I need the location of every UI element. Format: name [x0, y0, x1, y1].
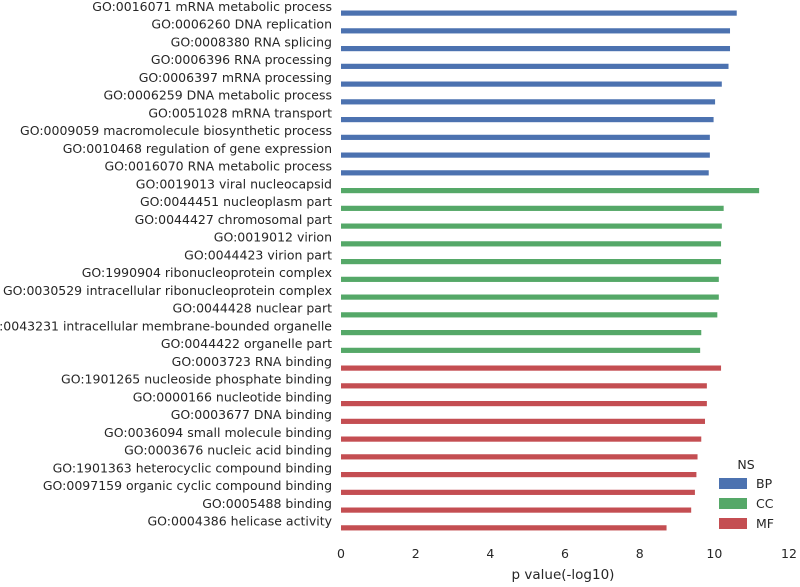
category-label: GO:0044427 chromosomal part [135, 212, 332, 227]
category-label: GO:0003723 RNA binding [172, 354, 332, 369]
x-tick-label: 8 [636, 546, 644, 561]
category-label: GO:0010468 regulation of gene expression [63, 141, 332, 156]
category-label: GO:0005488 binding [202, 496, 332, 511]
category-label-layer: GO:0016071 mRNA metabolic process GO:0006… [0, 0, 333, 529]
category-label: GO:0000166 nucleotide binding [133, 389, 332, 404]
category-label: GO:1901363 heterocyclic compound binding [53, 460, 332, 475]
category-label: GO:0097159 organic cyclic compound bindi… [43, 478, 332, 493]
category-label: GO:0004386 helicase activity [147, 514, 332, 529]
bar [341, 312, 718, 318]
legend-label: CC [756, 496, 774, 511]
x-tick-label: 12 [781, 546, 797, 561]
legend-swatch [719, 498, 747, 509]
category-label: GO:0019012 virion [214, 230, 332, 245]
bar [341, 525, 667, 531]
x-tick-layer: 0 2 4 6 8 10 12 [337, 546, 797, 561]
bar [341, 383, 707, 389]
x-tick-label: 10 [706, 546, 722, 561]
category-label: GO:0051028 mRNA transport [148, 105, 332, 120]
bar [341, 401, 707, 407]
category-label: GO:0006397 mRNA processing [139, 70, 332, 85]
bar [341, 188, 760, 194]
bar [341, 507, 692, 513]
bar [341, 99, 716, 105]
category-label: GO:0043231 intracellular membrane-bounde… [0, 318, 332, 333]
bar [341, 330, 702, 336]
x-tick-label: 2 [412, 546, 420, 561]
category-label: GO:0019013 viral nucleocapsid [136, 176, 332, 191]
category-label: GO:0044422 organelle part [161, 336, 332, 351]
category-label: GO:0044451 nucleoplasm part [140, 194, 332, 209]
bar [341, 472, 697, 478]
bar [341, 347, 701, 353]
bar [341, 117, 714, 123]
category-label: GO:0008380 RNA splicing [171, 34, 332, 49]
bar [341, 365, 722, 371]
bar [341, 454, 698, 460]
bar [341, 170, 709, 176]
category-label: GO:0036094 small molecule binding [104, 425, 332, 440]
bar-layer [341, 10, 760, 531]
category-label: GO:0003677 DNA binding [171, 407, 332, 422]
bar [341, 205, 724, 211]
category-label: GO:0044428 nuclear part [173, 301, 333, 316]
x-tick-label: 0 [337, 546, 345, 561]
x-tick-label: 6 [561, 546, 569, 561]
bar [341, 10, 737, 16]
category-label: GO:0003676 nucleic acid binding [124, 443, 332, 458]
category-label: GO:0006260 DNA replication [151, 17, 332, 32]
category-label: GO:0016070 RNA metabolic process [104, 159, 332, 174]
legend-title: NS [737, 457, 754, 472]
bar [341, 28, 731, 34]
bar [341, 46, 731, 52]
bar [341, 489, 695, 495]
bar [341, 294, 719, 300]
legend-items: BP CC MF [719, 476, 774, 531]
category-label: GO:0016071 mRNA metabolic process [92, 0, 332, 14]
category-label: GO:0030529 intracellular ribonucleoprote… [3, 283, 332, 298]
bar [341, 134, 710, 140]
category-label: GO:0006396 RNA processing [151, 52, 332, 67]
bar [341, 276, 719, 282]
bar [341, 81, 722, 87]
legend: NS BP CC MF [719, 457, 774, 531]
bar [341, 63, 729, 69]
bar [341, 259, 722, 265]
category-label: GO:0006259 DNA metabolic process [104, 88, 333, 103]
bar [341, 418, 705, 424]
bar [341, 436, 702, 442]
category-label: GO:1901265 nucleoside phosphate binding [61, 372, 332, 387]
legend-label: BP [756, 476, 773, 491]
x-axis-title: p value(-log10) [512, 567, 615, 583]
bar [341, 241, 722, 247]
legend-swatch [719, 518, 747, 529]
category-label: GO:0044423 virion part [184, 247, 332, 262]
legend-swatch [719, 478, 747, 489]
legend-label: MF [756, 516, 774, 531]
bar [341, 223, 722, 229]
category-label: GO:0009059 macromolecule biosynthetic pr… [20, 123, 332, 138]
x-tick-label: 4 [486, 546, 494, 561]
category-label: GO:1990904 ribonucleoprotein complex [82, 265, 332, 280]
bar [341, 152, 710, 158]
